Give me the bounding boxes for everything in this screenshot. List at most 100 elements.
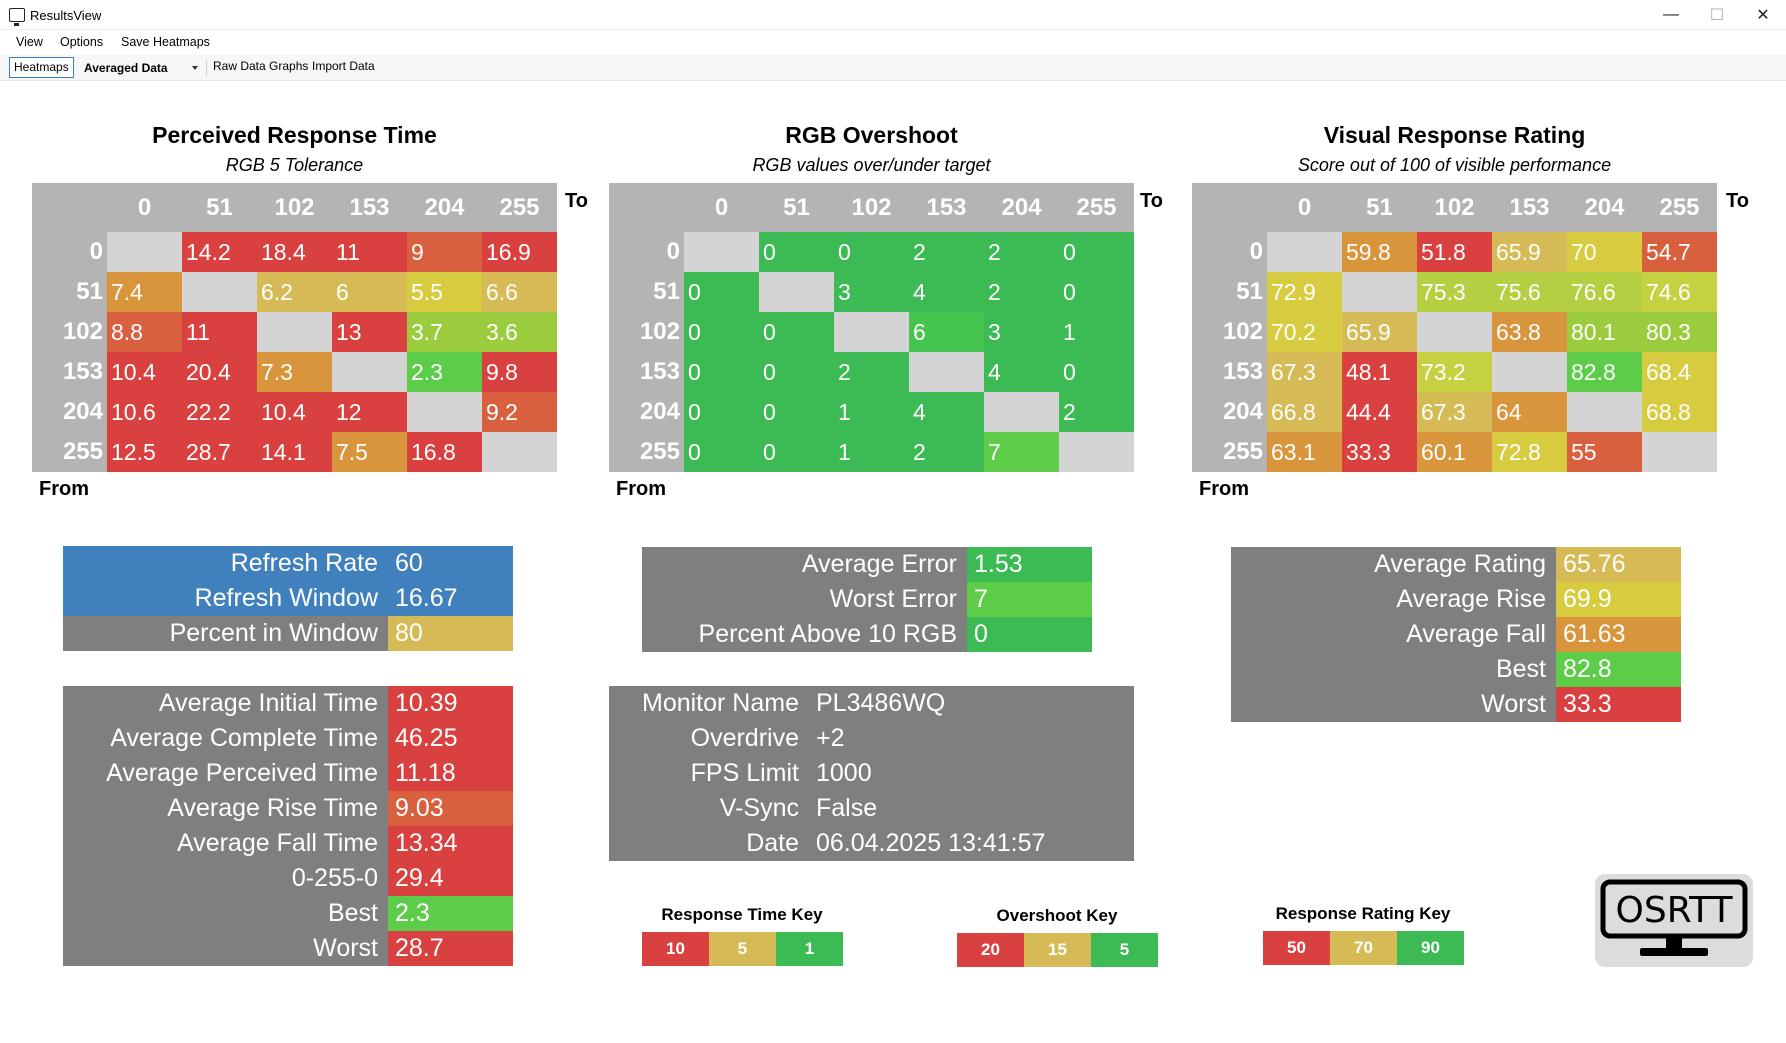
heatmap-cell [182, 272, 257, 312]
heatmap-cell: 0 [759, 312, 834, 352]
stat-value: 11.18 [388, 756, 513, 791]
column-header: 255 [499, 194, 540, 221]
stat-value: +2 [816, 724, 845, 752]
key-cell: 10 [642, 932, 709, 966]
menu-save-heatmaps[interactable]: Save Heatmaps [121, 35, 210, 49]
to-label: To [565, 190, 588, 212]
response-time-heatmap: 0 51 102 153 204 255 0 14.2 18.4 11 9 16.9 51 7.4 6.2 6… [32, 183, 557, 472]
stat-label: Best [327, 899, 378, 927]
heatmap-cell [909, 352, 984, 392]
stat-value: False [816, 794, 878, 822]
heatmap-cell: 12 [332, 392, 407, 432]
heatmap-cell: 75.6 [1492, 272, 1567, 312]
heatmap-cell [257, 312, 332, 352]
overshoot-heatmap: 0 51 102 153 204 255 0 0 0 2 2 0 51 0 3 4 2 0 102 0 0 6 3 1 153 0… [609, 183, 1134, 472]
stat-label: Average Rating [1374, 550, 1546, 578]
heatmap-subtitle-rating: Score out of 100 of visible performance [1297, 155, 1612, 175]
heatmap-cell: 10.4 [107, 352, 182, 392]
heatmap-cell: 0 [759, 392, 834, 432]
stat-row: Best 82.8 [1231, 652, 1681, 687]
stat-row: Average Fall Time 13.34 [63, 826, 513, 861]
heatmap-cell: 65.9 [1342, 312, 1417, 352]
key-cell: 5 [709, 932, 776, 966]
key-cell: 50 [1263, 931, 1330, 965]
row-header: 255 [62, 438, 103, 465]
heatmap-cell: 10.4 [257, 392, 332, 432]
import-data-button[interactable]: Import Data [312, 59, 375, 73]
heatmap-cell: 7.4 [107, 272, 182, 312]
heatmap-cell: 3 [984, 312, 1059, 352]
heatmap-cell: 0 [684, 312, 759, 352]
stat-value: 06.04.2025 13:41:57 [816, 829, 1046, 857]
osrtt-logo: OSRTT [1595, 874, 1753, 967]
column-header: 51 [783, 194, 810, 221]
column-header: 255 [1076, 194, 1117, 221]
stat-label: Date [746, 829, 799, 857]
close-button[interactable]: ✕ [1756, 7, 1770, 24]
heatmap-cell: 2 [909, 432, 984, 472]
heatmap-cell: 0 [759, 432, 834, 472]
heatmap-cell [759, 272, 834, 312]
row-header: 204 [1222, 398, 1263, 425]
column-header: 204 [1001, 194, 1042, 221]
overshoot-key-title: Overshoot Key [996, 906, 1118, 925]
menu-options[interactable]: Options [60, 35, 104, 49]
heatmap-cell: 1 [834, 392, 909, 432]
raw-data-graphs-button[interactable]: Raw Data Graphs [213, 59, 309, 73]
heatmap-cell: 3 [834, 272, 909, 312]
heatmap-cell: 0 [1059, 352, 1134, 392]
stat-row: Worst 33.3 [1231, 687, 1681, 722]
toolbar: Heatmaps Averaged Data Raw Data Graphs I… [0, 55, 1786, 81]
maximize-button[interactable]: ☐ [1709, 7, 1725, 24]
menu-view[interactable]: View [16, 35, 43, 49]
stat-label: FPS Limit [690, 759, 799, 787]
stat-row: Average Initial Time 10.39 [63, 686, 513, 721]
heatmap-cell: 2 [984, 272, 1059, 312]
heatmap-cell: 0 [759, 232, 834, 272]
stat-label: Average Complete Time [110, 724, 378, 752]
toolbar-separator [206, 60, 207, 76]
stat-label: Worst Error [829, 585, 957, 613]
stat-value: 9.03 [388, 791, 513, 826]
minimize-button[interactable]: — [1663, 6, 1679, 23]
heatmap-cell: 67.3 [1417, 392, 1492, 432]
heatmap-cell: 10.6 [107, 392, 182, 432]
heatmap-cell [1642, 432, 1717, 472]
stat-row: Average Perceived Time 11.18 [63, 756, 513, 791]
stat-label: Percent Above 10 RGB [698, 620, 957, 648]
stat-value: 13.34 [388, 826, 513, 861]
menu-bar: View Options Save Heatmaps [0, 31, 1786, 55]
stat-label: Average Initial Time [158, 689, 378, 717]
heatmap-cell [1267, 232, 1342, 272]
heatmap-cell: 80.3 [1642, 312, 1717, 352]
row-header: 51 [653, 278, 680, 305]
window-title: ResultsView [30, 8, 102, 23]
stat-label: Average Rise [1396, 585, 1546, 613]
column-header: 0 [714, 194, 729, 221]
heatmap-cell: 0 [1059, 272, 1134, 312]
row-header: 51 [1236, 278, 1263, 305]
key-cell: 1 [776, 932, 843, 966]
heatmap-cell [1059, 432, 1134, 472]
heatmap-cell: 73.2 [1417, 352, 1492, 392]
heatmap-cell: 76.6 [1567, 272, 1642, 312]
column-header: 204 [424, 194, 465, 221]
row-header: 255 [1222, 438, 1263, 465]
heatmap-cell: 9 [407, 232, 482, 272]
key-cell: 70 [1330, 931, 1397, 965]
column-header: 204 [1584, 194, 1625, 221]
heatmaps-button[interactable]: Heatmaps [9, 57, 74, 78]
data-mode-dropdown[interactable]: Averaged Data [82, 58, 202, 78]
heatmap-cell [834, 312, 909, 352]
stat-value: 0 [967, 617, 1092, 652]
heatmap-cell: 64 [1492, 392, 1567, 432]
stat-label: V-Sync [719, 794, 799, 822]
stat-value: 46.25 [388, 721, 513, 756]
from-label: From [616, 478, 666, 500]
row-header: 255 [639, 438, 680, 465]
stat-label: Worst [313, 934, 378, 962]
stat-row: Overdrive +2 [609, 721, 1134, 756]
heatmap-cell: 11 [332, 232, 407, 272]
heatmap-cell: 4 [909, 272, 984, 312]
stat-row: 0-255-0 29.4 [63, 861, 513, 896]
